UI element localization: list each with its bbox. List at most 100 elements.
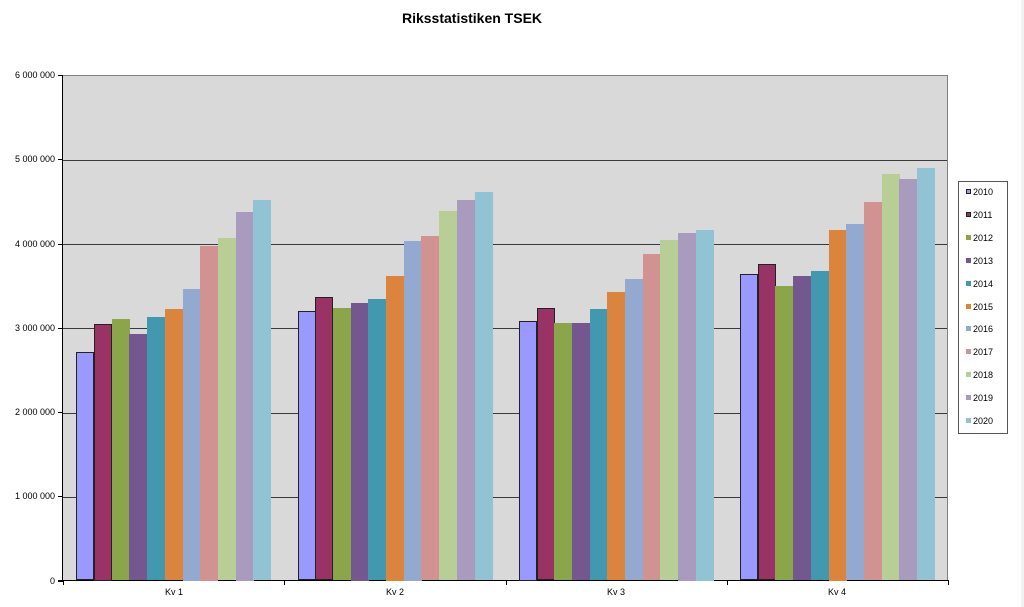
legend-label: 2012 xyxy=(973,232,994,243)
bar-2010-kv4 xyxy=(740,273,759,581)
legend-label: 2015 xyxy=(973,301,994,312)
bar-2018-kv3 xyxy=(660,240,679,581)
bar-2016-kv1 xyxy=(182,289,201,581)
legend-label: 2011 xyxy=(973,209,993,220)
bar-2010-kv2 xyxy=(297,310,316,581)
legend-label: 2019 xyxy=(973,393,994,404)
legend-swatch-icon xyxy=(966,234,971,240)
bar-2014-kv2 xyxy=(368,299,387,581)
bar-2012-kv1 xyxy=(111,319,130,581)
bar-2019-kv1 xyxy=(235,211,254,581)
y-tick-label: 5 000 000 xyxy=(14,154,55,164)
y-tick xyxy=(58,328,63,329)
legend-label: 2013 xyxy=(973,255,994,266)
legend-item-2020: 2020 xyxy=(966,416,993,426)
bar-2018-kv1 xyxy=(217,237,236,581)
bar-2012-kv2 xyxy=(332,308,351,581)
legend-swatch-icon xyxy=(966,372,971,378)
y-tick xyxy=(58,159,63,160)
y-tick-label: 2 000 000 xyxy=(14,407,55,417)
bar-2014-kv4 xyxy=(810,271,829,581)
legend-swatch-icon xyxy=(966,349,971,355)
bar-2015-kv2 xyxy=(386,275,405,581)
bar-2013-kv1 xyxy=(129,333,148,581)
x-tick-label: Kv 2 xyxy=(385,587,404,597)
x-tick-label: Kv 3 xyxy=(606,587,625,597)
legend-swatch-icon xyxy=(966,418,971,423)
bar-2011-kv1 xyxy=(94,323,113,581)
legend-item-2010: 2010 xyxy=(966,187,993,197)
legend-item-2014: 2014 xyxy=(966,279,993,289)
bar-2015-kv3 xyxy=(607,292,626,581)
x-tick xyxy=(506,580,507,585)
bar-2020-kv2 xyxy=(474,192,493,581)
window-edge xyxy=(1021,0,1024,607)
legend-swatch-icon xyxy=(966,211,971,217)
legend-item-2016: 2016 xyxy=(966,324,993,334)
y-tick xyxy=(58,75,63,76)
bar-2018-kv4 xyxy=(881,174,900,581)
legend-item-2013: 2013 xyxy=(966,256,993,266)
bar-2015-kv4 xyxy=(828,230,847,581)
bar-2020-kv4 xyxy=(917,167,936,581)
chart-title: Riksstatistiken TSEK xyxy=(401,10,543,26)
legend-swatch-icon xyxy=(966,326,971,332)
legend-swatch-icon xyxy=(966,395,971,401)
bar-2013-kv4 xyxy=(793,276,812,581)
y-tick-label: 6 000 000 xyxy=(14,70,55,80)
bar-2014-kv1 xyxy=(147,316,166,581)
legend: 2010 2011 2012 2013 2014 2015 2016 2017 2018 2019… xyxy=(958,181,1008,434)
bar-2011-kv4 xyxy=(757,263,776,581)
legend-swatch-icon xyxy=(966,303,971,309)
gridline xyxy=(63,244,947,245)
bar-2010-kv1 xyxy=(76,351,95,581)
y-tick-label: 0 xyxy=(49,576,55,586)
bar-2019-kv4 xyxy=(899,178,918,581)
bar-2020-kv1 xyxy=(253,199,272,581)
x-tick-label: Kv 4 xyxy=(827,587,846,597)
bar-2016-kv4 xyxy=(846,224,865,581)
bar-2018-kv2 xyxy=(439,210,458,581)
bar-2011-kv2 xyxy=(315,297,334,581)
legend-label: 2020 xyxy=(973,416,994,426)
legend-label: 2018 xyxy=(973,370,994,381)
x-tick-label: Kv 1 xyxy=(164,587,183,597)
y-tick xyxy=(58,244,63,245)
y-tick-label: 4 000 000 xyxy=(14,239,55,249)
bar-2013-kv3 xyxy=(571,322,590,581)
legend-item-2012: 2012 xyxy=(966,233,993,243)
legend-swatch-icon xyxy=(966,257,971,263)
gridline xyxy=(63,159,947,161)
bar-2010-kv3 xyxy=(518,321,537,581)
y-tick xyxy=(58,496,63,497)
gridline xyxy=(63,412,947,414)
legend-swatch-icon xyxy=(966,280,971,286)
legend-label: 2014 xyxy=(973,278,994,289)
bar-2012-kv4 xyxy=(775,285,794,581)
x-tick xyxy=(727,580,728,585)
x-tick xyxy=(63,580,64,585)
legend-label: 2017 xyxy=(973,347,994,358)
bar-2019-kv2 xyxy=(456,199,475,581)
bar-2017-kv4 xyxy=(863,202,882,581)
gridline xyxy=(63,328,947,330)
bar-2017-kv1 xyxy=(200,246,219,581)
y-tick-label: 3 000 000 xyxy=(14,323,55,333)
gridline xyxy=(63,496,947,498)
bar-2017-kv3 xyxy=(642,253,661,581)
bar-2016-kv2 xyxy=(403,241,422,581)
legend-swatch-icon xyxy=(966,189,971,194)
legend-item-2018: 2018 xyxy=(966,370,993,380)
bar-2014-kv3 xyxy=(589,309,608,581)
bar-2017-kv2 xyxy=(421,235,440,581)
x-axis-line xyxy=(58,580,948,581)
bar-2016-kv3 xyxy=(625,278,644,581)
y-tick xyxy=(58,581,63,582)
bar-2011-kv3 xyxy=(536,308,555,581)
y-tick xyxy=(58,412,63,413)
bar-2020-kv3 xyxy=(695,230,714,581)
legend-item-2019: 2019 xyxy=(966,393,993,403)
y-tick-label: 1 000 000 xyxy=(14,491,55,501)
x-tick xyxy=(284,580,285,585)
legend-label: 2010 xyxy=(973,187,994,197)
